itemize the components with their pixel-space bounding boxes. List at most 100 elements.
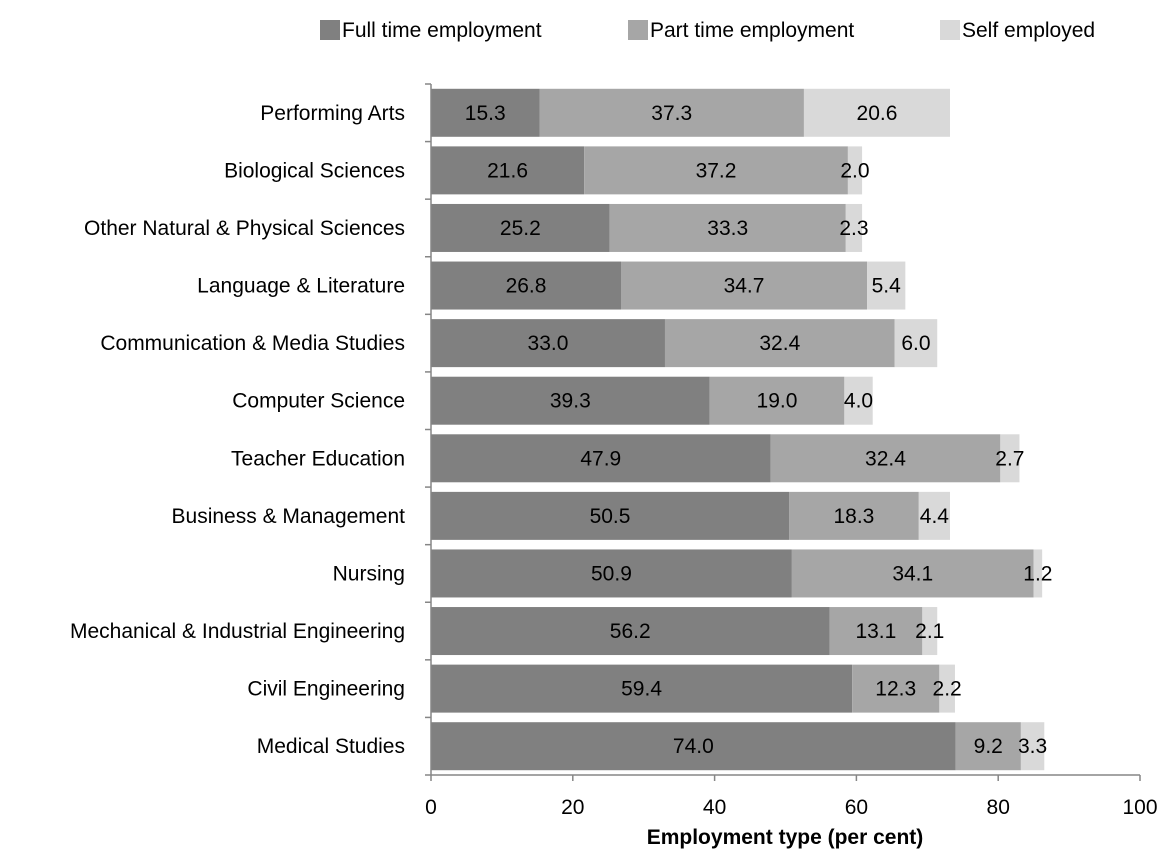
data-label-full-time-employment-business-and-management: 50.5	[590, 505, 631, 528]
axes: 0 20 40 60 80 100	[425, 83, 1158, 819]
bar-full-time-employment-medical-studies	[431, 722, 956, 771]
bar-self-employed-computer-science	[844, 376, 873, 425]
data-label-self-employed-civil-engineering: 2.2	[933, 678, 962, 701]
bar-full-time-employment-nursing	[431, 549, 792, 598]
bar-full-time-employment-biological-sciences	[431, 146, 585, 195]
data-label-full-time-employment-biological-sciences: 21.6	[487, 159, 528, 182]
category-label-other-natural-and-physical-sciences: Other Natural & Physical Sciences	[84, 217, 405, 240]
data-label-part-time-employment-communication-and-media-studies: 32.4	[759, 332, 800, 355]
bar-part-time-employment-medical-studies	[955, 722, 1021, 771]
bar-part-time-employment-performing-arts	[539, 88, 804, 137]
data-label-part-time-employment-teacher-education: 32.4	[865, 447, 906, 470]
data-label-self-employed-biological-sciences: 2.0	[840, 159, 869, 182]
data-label-self-employed-mechanical-and-industrial-engineering: 2.1	[915, 620, 944, 643]
bar-part-time-employment-other-natural-and-physical-sciences	[609, 203, 846, 252]
bar-part-time-employment-communication-and-media-studies	[664, 319, 895, 368]
x-tick-label-0: 0	[425, 796, 437, 819]
category-label-computer-science: Computer Science	[232, 390, 405, 413]
data-label-self-employed-language-and-literature: 5.4	[872, 275, 902, 298]
bar-self-employed-other-natural-and-physical-sciences	[845, 203, 863, 252]
x-tick-label-20: 20	[561, 796, 584, 819]
legend: Full time employment Part time employment…	[320, 19, 1095, 42]
bar-self-employed-business-and-management	[918, 491, 950, 540]
bar-full-time-employment-civil-engineering	[431, 664, 853, 713]
data-label-part-time-employment-other-natural-and-physical-sciences: 33.3	[707, 217, 748, 240]
bar-self-employed-performing-arts	[803, 88, 950, 137]
x-tick-label-80: 80	[987, 796, 1010, 819]
data-label-full-time-employment-mechanical-and-industrial-engineering: 56.2	[610, 620, 651, 643]
category-label-language-and-literature: Language & Literature	[197, 275, 405, 298]
data-label-part-time-employment-civil-engineering: 12.3	[875, 678, 916, 701]
bar-self-employed-nursing	[1033, 549, 1043, 598]
data-label-full-time-employment-nursing: 50.9	[591, 562, 632, 585]
legend-swatch-part-time-employment	[628, 20, 648, 40]
data-label-part-time-employment-computer-science: 19.0	[757, 390, 798, 413]
data-label-self-employed-performing-arts: 20.6	[857, 102, 898, 125]
data-label-self-employed-communication-and-media-studies: 6.0	[901, 332, 930, 355]
bar-full-time-employment-computer-science	[431, 376, 710, 425]
bar-part-time-employment-nursing	[791, 549, 1034, 598]
bar-full-time-employment-language-and-literature	[431, 261, 622, 310]
data-label-full-time-employment-other-natural-and-physical-sciences: 25.2	[500, 217, 541, 240]
legend-label-full-time-employment: Full time employment	[342, 19, 542, 42]
data-label-part-time-employment-medical-studies: 9.2	[974, 735, 1003, 758]
bar-self-employed-language-and-literature	[867, 261, 906, 310]
data-label-full-time-employment-performing-arts: 15.3	[465, 102, 506, 125]
category-label-business-and-management: Business & Management	[172, 505, 406, 528]
bar-self-employed-communication-and-media-studies	[894, 319, 938, 368]
category-label-medical-studies: Medical Studies	[257, 735, 405, 758]
bar-part-time-employment-civil-engineering	[852, 664, 940, 713]
bar-part-time-employment-mechanical-and-industrial-engineering	[829, 607, 923, 656]
bars: 15.3 37.3 20.6 Performing Arts 21.6 37.2 2.0 Bi…	[70, 88, 1053, 771]
data-label-part-time-employment-nursing: 34.1	[892, 562, 933, 585]
data-label-part-time-employment-business-and-management: 18.3	[833, 505, 874, 528]
bar-part-time-employment-teacher-education	[770, 434, 1001, 483]
category-label-performing-arts: Performing Arts	[260, 102, 405, 125]
data-label-part-time-employment-biological-sciences: 37.2	[696, 159, 737, 182]
data-label-part-time-employment-mechanical-and-industrial-engineering: 13.1	[855, 620, 896, 643]
legend-swatch-self-employed	[940, 20, 960, 40]
data-label-full-time-employment-civil-engineering: 59.4	[621, 678, 662, 701]
legend-label-self-employed: Self employed	[962, 19, 1095, 42]
data-label-part-time-employment-performing-arts: 37.3	[651, 102, 692, 125]
bar-self-employed-biological-sciences	[847, 146, 863, 195]
bar-full-time-employment-performing-arts	[431, 88, 540, 137]
data-label-self-employed-other-natural-and-physical-sciences: 2.3	[839, 217, 868, 240]
category-label-communication-and-media-studies: Communication & Media Studies	[100, 332, 405, 355]
bar-self-employed-teacher-education	[1000, 434, 1020, 483]
bar-full-time-employment-business-and-management	[431, 491, 790, 540]
bar-full-time-employment-communication-and-media-studies	[431, 319, 665, 368]
bar-self-employed-medical-studies	[1020, 722, 1045, 771]
data-label-full-time-employment-medical-studies: 74.0	[673, 735, 714, 758]
bar-part-time-employment-business-and-management	[789, 491, 919, 540]
legend-label-part-time-employment: Part time employment	[650, 19, 854, 42]
data-label-self-employed-nursing: 1.2	[1023, 562, 1052, 585]
bar-self-employed-civil-engineering	[939, 664, 955, 713]
data-label-self-employed-medical-studies: 3.3	[1018, 735, 1047, 758]
data-label-full-time-employment-computer-science: 39.3	[550, 390, 591, 413]
category-label-nursing: Nursing	[333, 562, 405, 585]
x-tick-label-100: 100	[1122, 796, 1157, 819]
data-label-self-employed-computer-science: 4.0	[844, 390, 873, 413]
bar-part-time-employment-biological-sciences	[584, 146, 848, 195]
data-label-part-time-employment-language-and-literature: 34.7	[724, 275, 765, 298]
category-label-biological-sciences: Biological Sciences	[224, 159, 405, 182]
category-label-teacher-education: Teacher Education	[231, 447, 405, 470]
bar-full-time-employment-mechanical-and-industrial-engineering	[431, 607, 830, 656]
legend-swatch-full-time-employment	[320, 20, 340, 40]
x-tick-label-60: 60	[845, 796, 868, 819]
data-label-full-time-employment-teacher-education: 47.9	[580, 447, 621, 470]
category-label-civil-engineering: Civil Engineering	[247, 678, 405, 701]
category-label-mechanical-and-industrial-engineering: Mechanical & Industrial Engineering	[70, 620, 405, 643]
bar-full-time-employment-teacher-education	[431, 434, 771, 483]
bar-part-time-employment-language-and-literature	[621, 261, 868, 310]
bar-full-time-employment-other-natural-and-physical-sciences	[431, 203, 610, 252]
x-axis-title: Employment type (per cent)	[647, 826, 924, 849]
data-label-self-employed-business-and-management: 4.4	[920, 505, 950, 528]
data-label-full-time-employment-communication-and-media-studies: 33.0	[528, 332, 569, 355]
x-tick-label-40: 40	[703, 796, 726, 819]
bar-part-time-employment-computer-science	[709, 376, 845, 425]
data-label-self-employed-teacher-education: 2.7	[995, 447, 1024, 470]
